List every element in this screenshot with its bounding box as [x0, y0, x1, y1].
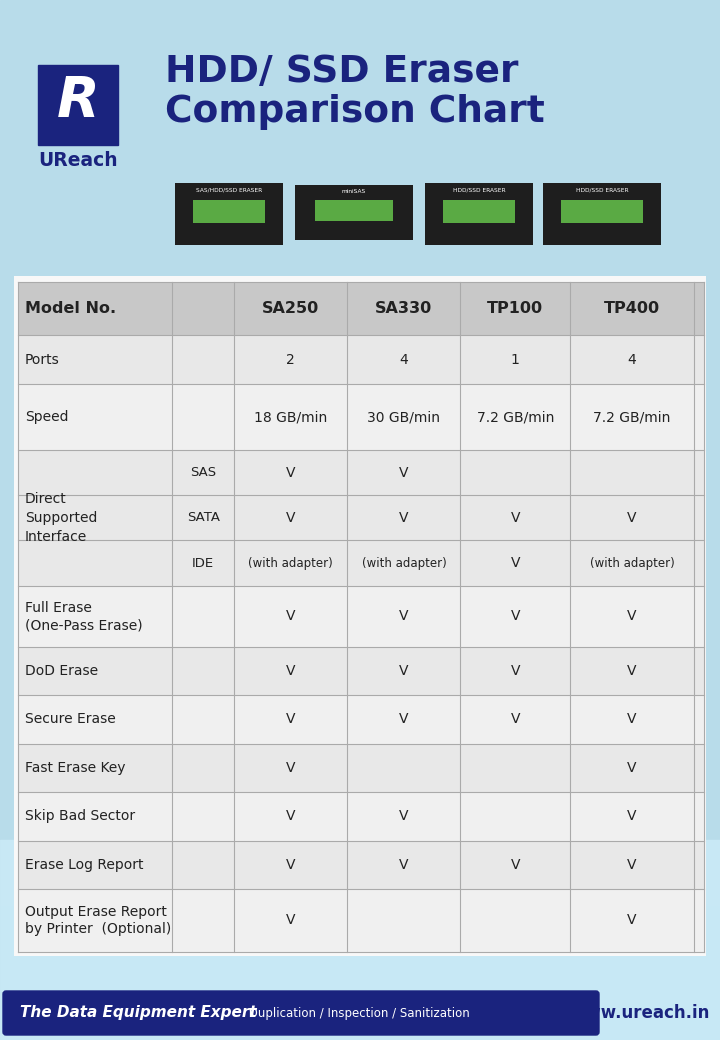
Text: V: V	[286, 761, 295, 775]
Text: Fast Erase Key: Fast Erase Key	[25, 761, 125, 775]
Text: V: V	[286, 913, 295, 928]
Bar	[18, 495, 704, 540]
Text: TP100: TP100	[487, 302, 544, 316]
Bar	[443, 200, 515, 224]
Text: (with adapter): (with adapter)	[248, 556, 333, 570]
Bar	[18, 335, 704, 384]
Bar	[18, 587, 704, 647]
Text: V: V	[399, 712, 409, 726]
Bar	[561, 200, 643, 224]
Bar	[18, 695, 704, 744]
Text: R: R	[57, 74, 99, 128]
Text: IDE: IDE	[192, 556, 215, 570]
Text: DoD Erase: DoD Erase	[25, 664, 98, 678]
Text: V: V	[627, 858, 636, 872]
Text: Ports: Ports	[25, 353, 60, 366]
Text: V: V	[510, 511, 520, 524]
Text: SAS/HDD/SSD ERASER: SAS/HDD/SSD ERASER	[196, 188, 262, 193]
Bar	[18, 282, 704, 335]
Text: (with adapter): (with adapter)	[361, 556, 446, 570]
Text: V: V	[286, 664, 295, 678]
Text: SATA: SATA	[186, 511, 220, 524]
Text: SA330: SA330	[375, 302, 433, 316]
Text: V: V	[286, 712, 295, 726]
Text: www.ureach.in: www.ureach.in	[571, 1004, 710, 1022]
Text: 7.2 GB/min: 7.2 GB/min	[593, 410, 670, 424]
Text: V: V	[399, 609, 409, 623]
Bar	[14, 276, 706, 956]
Bar	[18, 384, 704, 450]
Text: 1: 1	[511, 353, 520, 366]
Text: V: V	[510, 609, 520, 623]
Text: 18 GB/min: 18 GB/min	[254, 410, 328, 424]
Text: V: V	[627, 761, 636, 775]
Text: V: V	[510, 556, 520, 570]
Text: V: V	[286, 511, 295, 524]
Bar	[38, 64, 118, 145]
Bar	[315, 200, 393, 220]
Text: Skip Bad Sector: Skip Bad Sector	[25, 809, 135, 824]
Text: SAS: SAS	[190, 466, 216, 479]
Text: HDD/SSD ERASER: HDD/SSD ERASER	[576, 188, 629, 193]
Text: UReach: UReach	[38, 151, 118, 170]
Text: V: V	[627, 712, 636, 726]
Text: Erase Log Report: Erase Log Report	[25, 858, 143, 872]
Bar	[18, 792, 704, 840]
Text: Speed: Speed	[25, 410, 68, 424]
Text: V: V	[399, 466, 409, 479]
Text: HDD/SSD ERASER: HDD/SSD ERASER	[453, 188, 505, 193]
Bar	[175, 183, 283, 245]
Text: V: V	[399, 511, 409, 524]
Text: V: V	[627, 609, 636, 623]
Text: V: V	[510, 712, 520, 726]
Text: V: V	[627, 913, 636, 928]
Text: V: V	[627, 809, 636, 824]
Text: 2: 2	[287, 353, 295, 366]
Bar	[18, 647, 704, 695]
Text: TP400: TP400	[604, 302, 660, 316]
Text: 30 GB/min: 30 GB/min	[367, 410, 441, 424]
Text: V: V	[286, 609, 295, 623]
Text: HDD/ SSD Eraser: HDD/ SSD Eraser	[165, 54, 518, 90]
Bar	[18, 840, 704, 889]
Text: V: V	[286, 858, 295, 872]
Text: SA250: SA250	[262, 302, 319, 316]
Text: 4: 4	[400, 353, 408, 366]
Text: V: V	[286, 466, 295, 479]
Bar	[18, 540, 704, 587]
Text: miniSAS: miniSAS	[342, 189, 366, 194]
Text: 7.2 GB/min: 7.2 GB/min	[477, 410, 554, 424]
Text: V: V	[510, 858, 520, 872]
Bar	[425, 183, 533, 245]
Text: V: V	[399, 858, 409, 872]
Text: (with adapter): (with adapter)	[590, 556, 675, 570]
Text: V: V	[627, 664, 636, 678]
Bar	[18, 744, 704, 792]
Text: Model No.: Model No.	[25, 302, 116, 316]
Text: V: V	[510, 664, 520, 678]
Text: V: V	[627, 511, 636, 524]
Text: Comparison Chart: Comparison Chart	[165, 94, 545, 130]
Bar	[543, 183, 661, 245]
Bar	[18, 450, 704, 495]
Bar	[18, 889, 704, 952]
Text: Duplication / Inspection / Sanitization: Duplication / Inspection / Sanitization	[245, 1007, 469, 1019]
Text: V: V	[286, 809, 295, 824]
Text: The Data Equipment Expert: The Data Equipment Expert	[20, 1006, 256, 1020]
Text: V: V	[399, 664, 409, 678]
FancyBboxPatch shape	[3, 991, 599, 1035]
Bar	[193, 200, 265, 224]
Bar	[295, 185, 413, 240]
Text: 4: 4	[628, 353, 636, 366]
Text: V: V	[399, 809, 409, 824]
Text: Secure Erase: Secure Erase	[25, 712, 116, 726]
Text: Direct
Supported
Interface: Direct Supported Interface	[25, 492, 97, 544]
Text: Output Erase Report
by Printer  (Optional): Output Erase Report by Printer (Optional…	[25, 905, 171, 936]
Text: Full Erase
(One-Pass Erase): Full Erase (One-Pass Erase)	[25, 601, 143, 632]
